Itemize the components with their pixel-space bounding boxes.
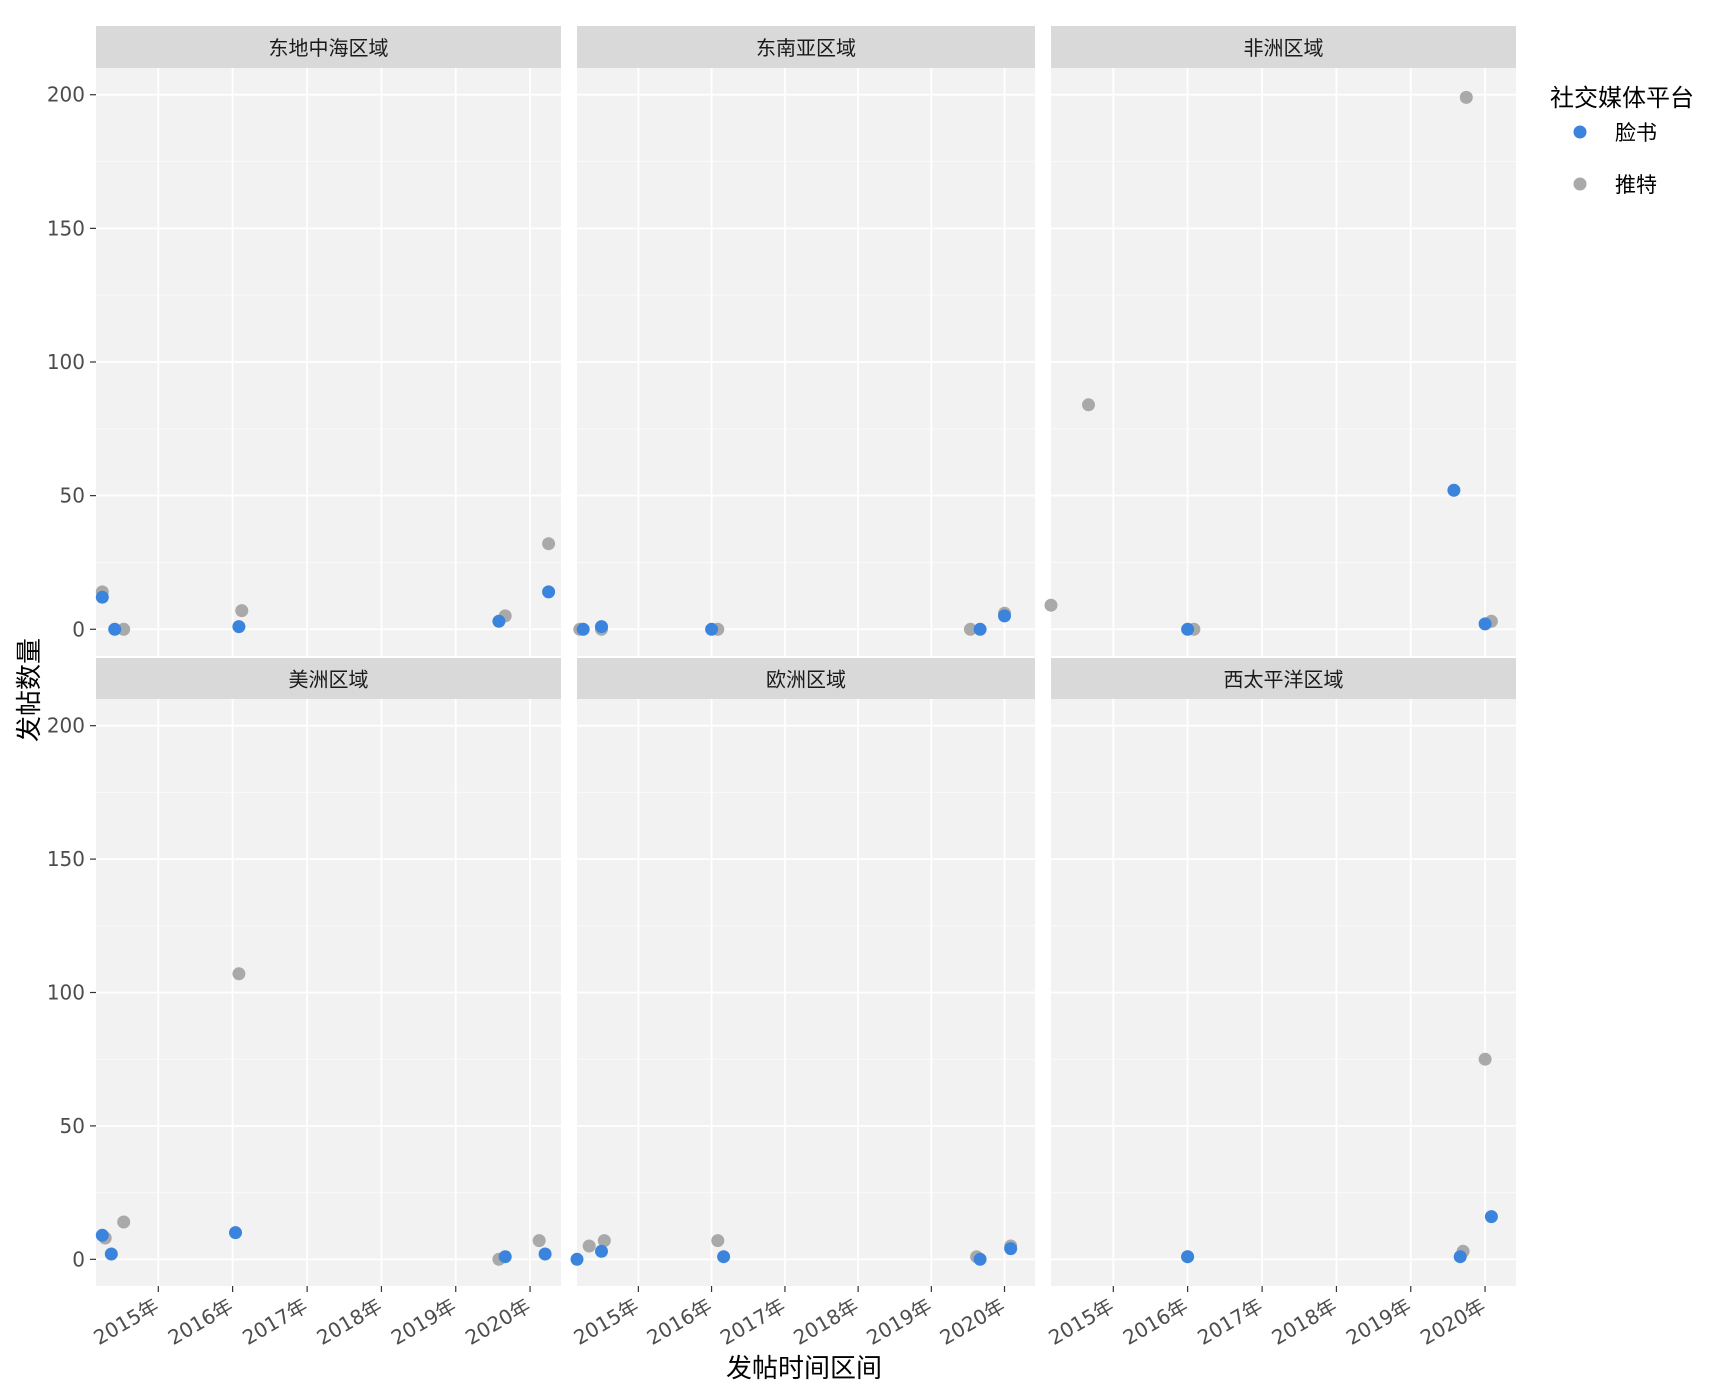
- data-point: [1478, 617, 1492, 631]
- data-point: [542, 585, 556, 599]
- legend-label: 脸书: [1615, 121, 1657, 145]
- data-point: [717, 1250, 731, 1264]
- y-tick-label: 200: [47, 83, 85, 107]
- data-point: [95, 590, 109, 604]
- facet-strip: [96, 26, 561, 68]
- data-point: [538, 1247, 552, 1261]
- y-axes: 0 50 100 150 200 0 50 100 150 200: [47, 83, 96, 1271]
- data-point: [1453, 1250, 1467, 1264]
- y-tick-label: 50: [60, 1114, 85, 1138]
- y-tick-label: 150: [47, 216, 85, 240]
- data-point: [232, 620, 246, 634]
- y-tick-label: 100: [47, 981, 85, 1005]
- data-point: [705, 622, 719, 636]
- data-point: [595, 1244, 608, 1258]
- legend-key: [1573, 125, 1587, 139]
- y-tick-label: 50: [60, 484, 85, 508]
- data-point: [104, 1247, 118, 1261]
- data-point: [595, 620, 608, 634]
- data-point: [1447, 483, 1461, 497]
- data-point: [963, 622, 977, 636]
- facet-strip: [577, 658, 1035, 699]
- legend-title: 社交媒体平台: [1550, 84, 1694, 112]
- data-point: [235, 604, 249, 618]
- y-tick-label: 0: [72, 1247, 85, 1271]
- y-tick-label: 150: [47, 847, 85, 871]
- data-point: [117, 622, 131, 636]
- facet-strip: [96, 658, 561, 699]
- data-point: [998, 609, 1011, 623]
- facet-panel: 非洲区域: [1044, 26, 1516, 656]
- facet-panel: 美洲区域: [95, 658, 561, 1286]
- data-point: [711, 1234, 725, 1248]
- data-point: [1082, 398, 1095, 412]
- data-point: [117, 1215, 131, 1229]
- facet-panel: 欧洲区域: [570, 658, 1035, 1286]
- data-point: [1181, 1250, 1195, 1264]
- facet-strip-label: 欧洲区域: [766, 668, 846, 692]
- data-point: [1484, 1210, 1498, 1224]
- data-point: [1181, 622, 1195, 636]
- data-point: [973, 622, 987, 636]
- data-point: [95, 1228, 109, 1242]
- data-point: [498, 1250, 512, 1264]
- legend-label: 推特: [1615, 173, 1657, 197]
- data-point: [108, 622, 122, 636]
- facet-panel: 东南亚区域: [573, 26, 1035, 656]
- facet-panel: 东地中海区域: [95, 26, 561, 656]
- data-point: [1459, 90, 1473, 104]
- data-point: [576, 622, 590, 636]
- data-point: [492, 614, 506, 628]
- y-tick-label: 100: [47, 350, 85, 374]
- data-point: [570, 1252, 584, 1266]
- facet-strip: [1051, 658, 1516, 699]
- data-point: [1478, 1052, 1492, 1066]
- facet-strip: [1051, 26, 1516, 68]
- facet-strip-label: 东南亚区域: [756, 36, 856, 60]
- y-axis-title: 发帖数量: [15, 638, 45, 742]
- legend-key: [1573, 177, 1587, 191]
- data-point: [973, 1252, 987, 1266]
- data-point: [1004, 1242, 1018, 1256]
- x-axis-title: 发帖时间区间: [726, 1354, 882, 1384]
- data-point: [542, 537, 556, 551]
- data-point: [1044, 598, 1058, 612]
- facet-strip-label: 非洲区域: [1244, 36, 1324, 60]
- data-point: [597, 1234, 611, 1248]
- y-tick-label: 200: [47, 714, 85, 738]
- data-point: [232, 967, 246, 981]
- facet-strip: [577, 26, 1035, 68]
- facet-strip-label: 西太平洋区域: [1224, 668, 1344, 692]
- data-point: [229, 1226, 242, 1240]
- data-point: [582, 1239, 596, 1253]
- facet-strip-label: 东地中海区域: [269, 36, 389, 60]
- facet-strip-label: 美洲区域: [289, 668, 369, 692]
- facet-panel: 西太平洋区域: [1051, 658, 1516, 1286]
- y-tick-label: 0: [72, 617, 85, 641]
- data-point: [532, 1234, 546, 1248]
